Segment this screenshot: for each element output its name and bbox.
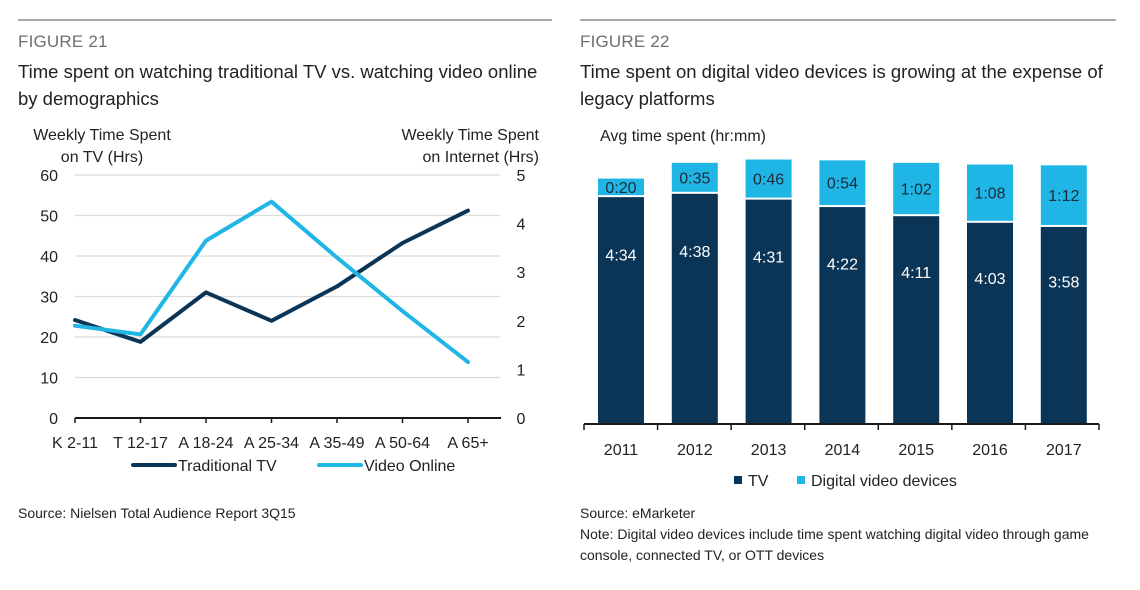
x-tick-label: 2012 <box>677 442 713 459</box>
traditional-tv-line <box>73 208 470 344</box>
bar-digital-video <box>671 162 718 192</box>
x-tick-label: T 12-17 <box>113 435 168 452</box>
bar-label-tv: 4:34 <box>605 247 636 264</box>
y-right-tick-label: 3 <box>517 265 526 282</box>
y-right-tick-label: 2 <box>517 314 526 331</box>
stacked-bar-chart: Avg time spent (hr:mm) 4:34 0:20 2011 4:38 0:… <box>583 128 1100 490</box>
legend-label-digital-video: Digital video devices <box>811 473 957 490</box>
bar-label-tv: 4:11 <box>901 265 931 282</box>
y-right-tick-label: 0 <box>517 411 526 428</box>
x-tick-label: A 35-49 <box>309 435 364 452</box>
bar-tv <box>745 199 792 424</box>
bar-label-digital-video: 0:46 <box>753 172 784 189</box>
bar-label-tv: 4:31 <box>753 250 784 267</box>
bar-digital-video <box>893 162 940 215</box>
figure-label: FIGURE 21 <box>18 32 108 51</box>
figure-22-panel: FIGURE 22 Time spent on digital video de… <box>570 0 1140 590</box>
y-left-axis-title: Weekly Time Spent <box>33 127 171 144</box>
bar-digital-video <box>745 159 792 198</box>
bar-label-digital-video: 0:20 <box>605 180 636 197</box>
legend-label: Video Online <box>364 458 455 475</box>
y-right-tick-label: 5 <box>517 168 526 185</box>
bar-digital-video <box>819 160 866 206</box>
x-tick-label: A 50-64 <box>375 435 430 452</box>
bar-label-tv: 4:38 <box>679 244 710 261</box>
note-text: Note: Digital video devices include time… <box>580 526 1089 563</box>
bar-label-digital-video: 1:02 <box>901 182 932 199</box>
bar-tv <box>967 222 1013 424</box>
y-left-tick-label: 60 <box>40 168 58 185</box>
figure-21-panel: FIGURE 21 Time spent on watching traditi… <box>0 0 560 590</box>
divider-rule <box>18 19 552 21</box>
legend-label: Traditional TV <box>178 458 277 475</box>
x-tick-label: 2017 <box>1046 442 1082 459</box>
legend-label-tv: TV <box>748 473 769 490</box>
x-tick-label: A 65+ <box>447 435 488 452</box>
y-left-tick-label: 20 <box>40 330 58 347</box>
figure-source: Source: Nielsen Total Audience Report 3Q… <box>18 505 296 521</box>
bar-label-digital-video: 1:12 <box>1048 188 1079 205</box>
x-tick-label: 2016 <box>972 442 1008 459</box>
y-left-tick-label: 0 <box>49 411 58 428</box>
bar-digital-video <box>1040 165 1087 225</box>
bar-label-tv: 4:22 <box>827 256 858 273</box>
figure-title: Time spent on digital video devices is g… <box>580 61 1103 109</box>
x-tick-label: K 2-11 <box>52 435 98 452</box>
bar-tv <box>819 207 866 424</box>
bar-label-tv: 4:03 <box>974 271 1005 288</box>
legend-swatch-digital-video <box>797 476 805 484</box>
bar-label-tv: 3:58 <box>1048 275 1079 292</box>
bar-digital-video <box>967 164 1013 221</box>
y-right-tick-label: 4 <box>517 217 526 234</box>
bar-label-digital-video: 0:35 <box>679 170 710 187</box>
x-tick-label: A 18-24 <box>178 435 233 452</box>
source-text: Source: eMarketer <box>580 505 696 521</box>
bar-tv <box>1040 226 1087 424</box>
y-left-tick-label: 10 <box>40 371 58 388</box>
bar-tv <box>598 197 644 424</box>
bar-label-digital-video: 1:08 <box>974 186 1005 203</box>
bar-tv <box>893 216 940 424</box>
x-tick-label: 2013 <box>751 442 787 459</box>
y-left-tick-label: 30 <box>40 290 58 307</box>
x-tick-label: 2014 <box>825 442 861 459</box>
bar-label-digital-video: 0:54 <box>827 176 858 193</box>
y-axis-title: Avg time spent (hr:mm) <box>600 128 766 145</box>
figure-source-and-note: Source: eMarketer Note: Digital video de… <box>580 503 1120 566</box>
bar-tv <box>671 193 718 424</box>
y-right-axis-title: Weekly Time Spent <box>401 127 539 144</box>
figure-title: Time spent on watching traditional TV vs… <box>18 61 538 109</box>
y-right-axis-title: on Internet (Hrs) <box>423 149 539 166</box>
line-chart: Weekly Time Spent on TV (Hrs) Weekly Time … <box>33 127 539 475</box>
x-tick-label: 2011 <box>604 442 639 459</box>
bar-digital-video <box>598 178 644 196</box>
y-right-tick-label: 1 <box>517 362 526 379</box>
x-tick-label: A 25-34 <box>244 435 299 452</box>
x-tick-label: 2015 <box>898 442 934 459</box>
video-online-line <box>73 199 470 365</box>
figure-label: FIGURE 22 <box>580 32 670 51</box>
legend-swatch-tv <box>734 476 742 484</box>
y-left-axis-title: on TV (Hrs) <box>61 149 143 166</box>
divider-rule <box>580 19 1116 21</box>
y-left-tick-label: 40 <box>40 249 58 266</box>
y-left-tick-label: 50 <box>40 209 58 226</box>
